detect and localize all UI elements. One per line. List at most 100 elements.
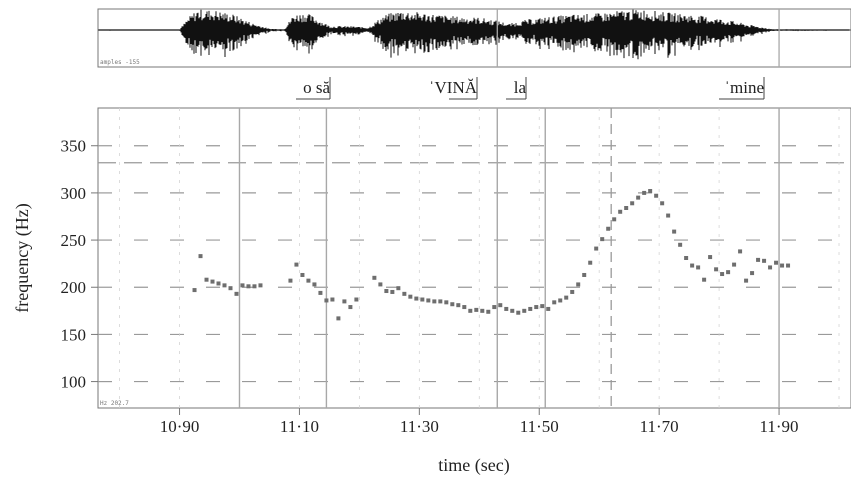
pitch-point	[426, 298, 431, 303]
pitch-gridlines	[98, 108, 851, 408]
pitch-point	[210, 279, 215, 284]
pitch-point	[600, 237, 605, 242]
pitch-frame	[97, 107, 851, 409]
x-tick-label: 10·90	[160, 417, 200, 436]
pitch-point	[246, 284, 251, 289]
segment-label-o-sa: o să	[303, 78, 330, 97]
pitch-point	[432, 299, 437, 304]
pitch-point	[306, 278, 311, 283]
pitch-point	[654, 193, 659, 198]
pitch-point	[192, 288, 197, 293]
pitch-point	[222, 283, 227, 288]
pitch-point	[732, 262, 737, 267]
pitch-point	[468, 308, 473, 313]
pitch-point	[648, 189, 653, 194]
pitch-point	[612, 217, 617, 222]
pitch-point	[504, 306, 509, 311]
pitch-point	[444, 300, 449, 305]
pitch-point	[696, 265, 701, 270]
pitch-point	[636, 195, 641, 200]
pitch-point	[660, 201, 665, 206]
pitch-point	[618, 209, 623, 214]
y-tick-label: 100	[61, 373, 87, 392]
pitch-point	[726, 270, 731, 275]
pitch-point	[498, 303, 503, 308]
pitch-point	[474, 307, 479, 312]
pitch-point	[690, 263, 695, 268]
pitch-point	[414, 296, 419, 301]
pitch-point	[336, 316, 341, 321]
pitch-point	[216, 281, 221, 286]
pitch-point	[204, 277, 209, 282]
y-tick-label: 250	[61, 231, 87, 250]
pitch-point	[342, 299, 347, 304]
pitch-point	[558, 298, 563, 303]
pitch-point	[300, 272, 305, 277]
pitch-point	[684, 256, 689, 260]
waveform-trace	[98, 9, 851, 60]
pitch-point	[720, 272, 725, 277]
pitch-point	[324, 298, 329, 303]
pitch-point	[630, 201, 635, 206]
pitch-point	[714, 267, 719, 272]
y-axis-title: frequency (Hz)	[12, 203, 33, 312]
pitch-point	[396, 286, 401, 291]
pitch-point	[774, 260, 779, 265]
pitch-point	[780, 263, 785, 268]
y-axis-ticks: 100 150 200 250 300 350	[61, 137, 98, 392]
pitch-point	[786, 263, 791, 268]
segment-boundaries	[238, 108, 780, 408]
x-tick-label: 11·90	[760, 417, 799, 436]
y-tick-label: 200	[61, 278, 87, 297]
pitch-point	[768, 265, 773, 270]
pitch-point	[438, 299, 443, 304]
pitch-point	[288, 278, 293, 283]
segment-label-mine: ˈmine	[724, 78, 764, 97]
pitch-point	[240, 283, 245, 288]
x-tick-label: 11·70	[640, 417, 679, 436]
pitch-point	[756, 257, 761, 262]
pitch-point	[516, 310, 521, 315]
waveform-boundaries	[496, 9, 780, 67]
pitch-point	[708, 255, 713, 260]
pitch-point	[402, 291, 407, 296]
pitch-point	[570, 289, 575, 294]
pitch-point	[528, 306, 533, 311]
waveform-path	[98, 9, 850, 60]
pitch-point	[234, 291, 239, 296]
pitch-point	[390, 289, 395, 294]
x-axis-ticks: 10·90 11·10 11·30 11·50 11·70 11·90	[160, 408, 799, 436]
pitch-point	[624, 206, 629, 210]
x-axis-title: time (sec)	[438, 455, 509, 476]
pitch-point	[348, 305, 353, 310]
pitch-point	[330, 297, 335, 302]
pitch-point	[642, 190, 647, 195]
y-tick-label: 300	[61, 184, 87, 203]
pitch-point	[450, 302, 455, 307]
pitch-point	[456, 303, 461, 308]
pitch-point	[198, 254, 203, 259]
pitch-point	[312, 282, 317, 287]
pitch-point	[588, 260, 593, 265]
y-tick-label: 150	[61, 325, 87, 344]
pitch-point	[462, 305, 467, 310]
pitch-point	[486, 309, 491, 314]
pitch-point	[294, 262, 299, 267]
pitch-point	[744, 278, 749, 283]
pitch-point	[762, 258, 767, 263]
pitch-point	[372, 275, 377, 280]
pitch-point	[534, 305, 539, 310]
segment-label-la: la	[514, 78, 527, 97]
pitch-point	[258, 283, 263, 288]
pitch-point	[480, 308, 485, 313]
pitch-point	[420, 297, 425, 302]
y-tick-label: 350	[61, 137, 87, 156]
pitch-point	[606, 226, 611, 231]
pitch-point	[252, 284, 257, 289]
pitch-point	[384, 289, 389, 294]
pitch-point	[552, 300, 557, 305]
pitch-point	[540, 304, 545, 309]
waveform-corner-label: amples -155	[100, 59, 140, 66]
